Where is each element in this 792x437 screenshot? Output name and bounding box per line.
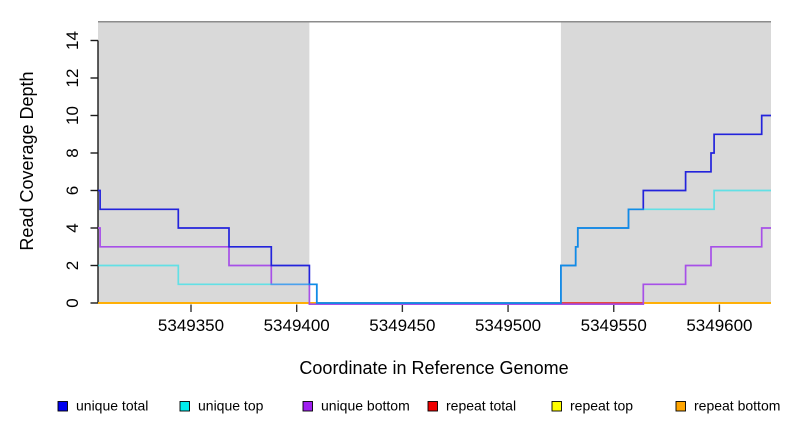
y-tick-label: 2 (63, 261, 82, 270)
y-tick-label: 14 (63, 31, 82, 50)
legend-swatch-unique-top (179, 401, 190, 412)
repeat-region-shading (560, 21, 771, 303)
repeat-region-shading (98, 21, 310, 303)
legend: unique total unique top unique bottom repea… (57, 398, 780, 414)
legend-item-unique-total: unique total (57, 398, 148, 414)
legend-swatch-repeat-total (427, 401, 438, 412)
legend-item-repeat-bottom: repeat bottom (675, 398, 780, 414)
plot-axes: 0 2 4 6 8 10 12 14 5349350 5349400 5349450 5349500 5… (63, 31, 753, 335)
legend-item-unique-bottom: unique bottom (302, 398, 410, 414)
x-tick-label: 5349550 (581, 316, 647, 335)
x-tick-label: 5349400 (264, 316, 330, 335)
legend-label: unique top (198, 398, 264, 414)
y-tick-label: 10 (63, 106, 82, 125)
y-tick-label: 6 (63, 186, 82, 195)
x-tick-label: 5349500 (475, 316, 541, 335)
y-tick-label: 0 (63, 298, 82, 307)
y-axis-title: Read Coverage Depth (17, 71, 37, 250)
x-tick-label: 5349600 (686, 316, 752, 335)
series-unique-top-line (98, 189, 771, 304)
legend-label: repeat total (446, 398, 516, 414)
y-tick-label: 12 (63, 69, 82, 88)
legend-swatch-unique-bottom (302, 401, 313, 412)
x-axis-title: Coordinate in Reference Genome (299, 358, 568, 378)
legend-item-repeat-total: repeat total (427, 398, 516, 414)
legend-swatch-repeat-top (551, 401, 562, 412)
series-unique-bottom-line (98, 227, 771, 306)
plot-series-lines (98, 114, 771, 306)
legend-swatch-repeat-bottom (675, 401, 686, 412)
legend-label: unique total (76, 398, 148, 414)
x-tick-label: 5349450 (369, 316, 435, 335)
y-tick-label: 4 (63, 223, 82, 232)
legend-label: unique bottom (321, 398, 410, 414)
x-tick-label: 5349350 (158, 316, 224, 335)
legend-item-repeat-top: repeat top (551, 398, 633, 414)
legend-item-unique-top: unique top (179, 398, 264, 414)
y-tick-label: 8 (63, 148, 82, 157)
legend-label: repeat bottom (694, 398, 780, 414)
plot-shaded-regions (98, 20, 771, 303)
legend-swatch-unique-total (57, 401, 68, 412)
legend-label: repeat top (570, 398, 633, 414)
